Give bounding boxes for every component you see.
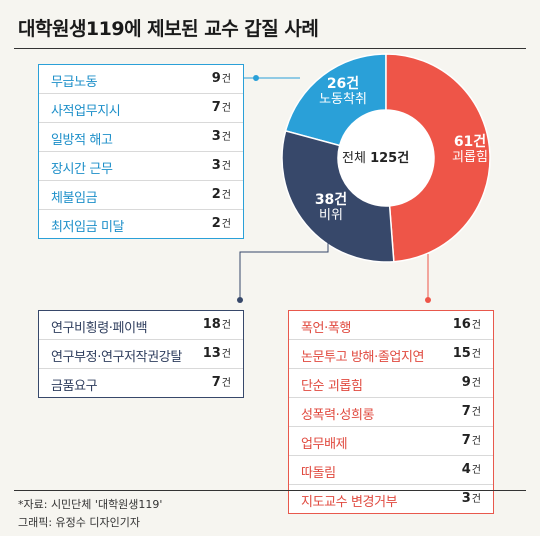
- harassment-item-value: 9건: [461, 375, 481, 390]
- footer-divider: [14, 490, 526, 491]
- misconduct-item-label: 금품요구: [51, 379, 98, 394]
- harassment-item: 단순 괴롭힘 9건: [289, 369, 493, 398]
- harassment-item-unit: 건: [471, 494, 481, 505]
- harassment-item-label: 업무배제: [301, 437, 348, 452]
- misconduct-item: 금품요구 7건: [39, 369, 243, 397]
- slice-name-misconduct: 비위: [319, 208, 343, 223]
- misconduct-item-label: 연구비횡령·페이백: [51, 321, 148, 336]
- connector-dot-harassment: [425, 297, 431, 303]
- harassment-item-unit: 건: [471, 436, 481, 447]
- harassment-item-unit: 건: [471, 378, 481, 389]
- labor-item-unit: 건: [221, 103, 231, 114]
- connector-misconduct: [239, 240, 329, 300]
- harassment-item: 업무배제 7건: [289, 427, 493, 456]
- connector-dot-labor: [253, 75, 259, 81]
- harassment-item-value: 16건: [452, 317, 481, 332]
- chart-title: 대학원생119에 제보된 교수 갑질 사례: [18, 18, 319, 40]
- harassment-item-value: 7건: [461, 433, 481, 448]
- harassment-item-value: 15건: [452, 346, 481, 361]
- labor-item: 일방적 해고 3건: [39, 123, 243, 152]
- labor-item-unit: 건: [221, 74, 231, 85]
- center-label-text: 전체: [342, 151, 366, 166]
- source-note: *자료: 시민단체 '대학원생119': [18, 498, 163, 511]
- labor-item-value: 3건: [211, 158, 231, 173]
- harassment-item: 성폭력·성희롱 7건: [289, 398, 493, 427]
- connector-lines: [237, 75, 431, 303]
- labor-item-label: 사적업무지시: [51, 104, 121, 119]
- labor-item-value: 2건: [211, 187, 231, 202]
- title-divider: [14, 48, 526, 49]
- harassment-item-unit: 건: [471, 407, 481, 418]
- labor-breakdown-box: 무급노동 9건 사적업무지시 7건 일방적 해고 3건 장시간 근무 3건 체불임금 2건 최저임금…: [38, 64, 244, 239]
- harassment-item-unit: 건: [471, 465, 481, 476]
- labor-item-unit: 건: [221, 219, 231, 230]
- labor-item-unit: 건: [221, 190, 231, 201]
- harassment-item-label: 폭언·폭행: [301, 321, 351, 336]
- labor-item: 사적업무지시 7건: [39, 94, 243, 123]
- harassment-item-unit: 건: [471, 320, 481, 331]
- misconduct-item-unit: 건: [221, 320, 231, 331]
- misconduct-item-value: 13건: [202, 346, 231, 361]
- graphic-credit: 그래픽: 유정수 디자인기자: [18, 516, 141, 529]
- harassment-item-value: 7건: [461, 404, 481, 419]
- labor-item-unit: 건: [221, 161, 231, 172]
- harassment-item-unit: 건: [471, 349, 481, 360]
- harassment-item-label: 지도교수 변경거부: [301, 495, 398, 510]
- labor-item-value: 3건: [211, 129, 231, 144]
- misconduct-item-unit: 건: [221, 349, 231, 360]
- donut-center-label: 전체 125건: [342, 147, 409, 166]
- labor-item: 장시간 근무 3건: [39, 152, 243, 181]
- harassment-item: 논문투고 방해·졸업지연 15건: [289, 340, 493, 369]
- labor-item-label: 장시간 근무: [51, 162, 113, 177]
- labor-item: 무급노동 9건: [39, 65, 243, 94]
- harassment-item: 폭언·폭행 16건: [289, 311, 493, 340]
- labor-item-value: 2건: [211, 216, 231, 231]
- slice-label-misconduct: 38건 비위: [296, 192, 366, 224]
- labor-item-unit: 건: [221, 132, 231, 143]
- harassment-item: 지도교수 변경거부 3건: [289, 485, 493, 513]
- donut-hole: [338, 110, 434, 206]
- labor-item-label: 일방적 해고: [51, 133, 113, 148]
- slice-label-harassment: 61건 괴롭힘: [430, 134, 510, 166]
- slice-name-labor: 노동착취: [319, 92, 367, 107]
- misconduct-item-value: 18건: [202, 317, 231, 332]
- labor-item-label: 최저임금 미달: [51, 220, 125, 235]
- slice-name-harassment: 괴롭힘: [452, 150, 488, 165]
- misconduct-item: 연구부정·연구저작권강탈 13건: [39, 340, 243, 369]
- misconduct-item: 연구비횡령·페이백 18건: [39, 311, 243, 340]
- labor-item: 최저임금 미달 2건: [39, 210, 243, 238]
- harassment-item-label: 단순 괴롭힘: [301, 379, 363, 394]
- slice-value-misconduct: 38건: [314, 192, 348, 208]
- labor-item-label: 무급노동: [51, 75, 98, 90]
- labor-item-value: 9건: [211, 71, 231, 86]
- harassment-item: 따돌림 4건: [289, 456, 493, 485]
- labor-item-label: 체불임금: [51, 191, 98, 206]
- labor-item: 체불임금 2건: [39, 181, 243, 210]
- harassment-item-value: 3건: [461, 491, 481, 506]
- harassment-item-label: 따돌림: [301, 466, 336, 481]
- harassment-item-label: 논문투고 방해·졸업지연: [301, 350, 425, 365]
- donut-chart: [281, 53, 491, 263]
- labor-item-value: 7건: [211, 100, 231, 115]
- misconduct-item-value: 7건: [211, 375, 231, 390]
- misconduct-item-label: 연구부정·연구저작권강탈: [51, 350, 182, 365]
- harassment-item-label: 성폭력·성희롱: [301, 408, 375, 423]
- slice-value-harassment: 61건: [453, 134, 487, 150]
- connector-dot-misconduct: [237, 297, 243, 303]
- slice-label-labor: 26건 노동착취: [300, 76, 386, 108]
- misconduct-item-unit: 건: [221, 378, 231, 389]
- center-total-value: 125건: [370, 151, 410, 166]
- harassment-item-value: 4건: [461, 462, 481, 477]
- slice-value-labor: 26건: [326, 76, 360, 92]
